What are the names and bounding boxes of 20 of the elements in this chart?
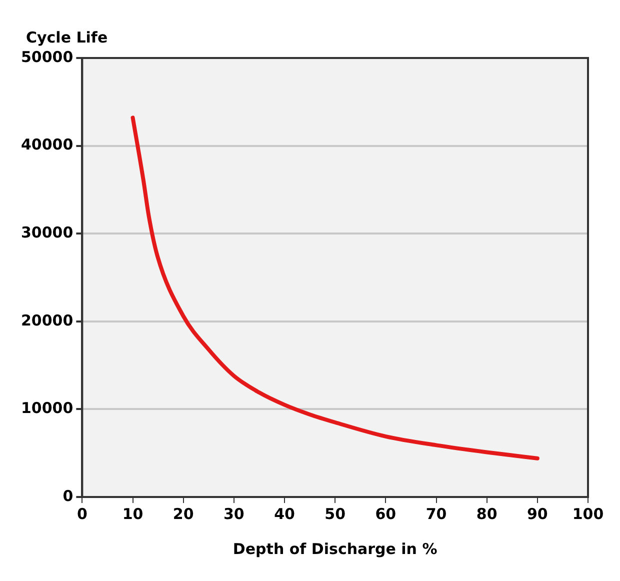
x-tick-label: 40 xyxy=(274,504,295,523)
x-tick-label: 90 xyxy=(526,504,548,523)
y-tick-label: 20000 xyxy=(21,311,74,330)
x-tick-label: 30 xyxy=(223,504,244,523)
y-tick-label: 40000 xyxy=(21,136,74,154)
y-axis-title: Cycle Life xyxy=(26,28,108,46)
x-tick-label: 10 xyxy=(122,504,144,523)
line-series xyxy=(130,116,540,460)
x-axis-title: Depth of Discharge in % xyxy=(232,540,438,558)
x-tick-label: 0 xyxy=(76,504,88,523)
y-tick-label: 50000 xyxy=(21,48,74,66)
x-tick-label: 20 xyxy=(172,504,194,523)
y-tick-label: 10000 xyxy=(21,399,74,418)
y-tick-label: 0 xyxy=(62,486,74,505)
y-tick-label: 30000 xyxy=(21,223,74,242)
x-tick-label: 80 xyxy=(476,504,498,523)
x-tick-label: 50 xyxy=(324,504,346,523)
x-tick-label: 70 xyxy=(426,504,447,523)
x-tick-label: 60 xyxy=(375,504,396,523)
x-tick-label: 100 xyxy=(572,504,604,523)
